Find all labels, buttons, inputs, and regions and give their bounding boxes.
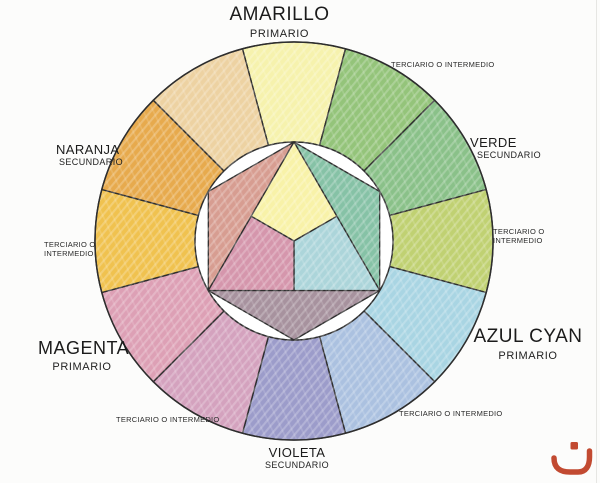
color-name: AMARILLO bbox=[229, 4, 330, 25]
label-amarillo: AMARILLO PRIMARIO bbox=[222, 4, 337, 40]
label-terciario-bottom-left: TERCIARIO O INTERMEDIO bbox=[116, 415, 220, 424]
pencil-texture-overlay-2 bbox=[95, 42, 493, 440]
color-type: PRIMARIO bbox=[249, 27, 310, 40]
color-name: AZUL CYAN bbox=[473, 326, 583, 347]
label-terciario-left: TERCIARIO O INTERMEDIO bbox=[44, 240, 96, 258]
logo-dot bbox=[570, 442, 578, 450]
label-magenta: MAGENTA PRIMARIO bbox=[38, 338, 130, 373]
scan-edge-line bbox=[596, 0, 597, 483]
color-type: SECUNDARIO bbox=[59, 157, 124, 168]
color-name: VIOLETA bbox=[268, 445, 326, 460]
color-name: VERDE bbox=[470, 135, 517, 150]
label-violeta: VIOLETA SECUNDARIO bbox=[238, 445, 356, 471]
logo-bowl bbox=[551, 448, 593, 475]
label-verde: VERDE SECUNDARIO bbox=[470, 135, 542, 161]
label-naranja: NARANJA SECUNDARIO bbox=[56, 142, 124, 168]
color-type: SECUNDARIO bbox=[264, 460, 329, 471]
color-type: PRIMARIO bbox=[52, 360, 112, 373]
color-type: SECUNDARIO bbox=[477, 150, 542, 161]
color-name: NARANJA bbox=[56, 142, 120, 157]
label-azul-cyan: AZUL CYAN PRIMARIO bbox=[468, 326, 588, 362]
color-name: MAGENTA bbox=[38, 338, 130, 358]
label-terciario-right: TERCIARIO O INTERMEDIO bbox=[493, 227, 545, 245]
outer-circle-outline bbox=[94, 41, 494, 441]
brand-logo-icon bbox=[551, 442, 593, 475]
label-terciario-top-right: TERCIARIO O INTERMEDIO bbox=[391, 60, 495, 69]
color-type: PRIMARIO bbox=[498, 349, 558, 362]
label-terciario-bottom-right: TERCIARIO O INTERMEDIO bbox=[399, 409, 503, 418]
